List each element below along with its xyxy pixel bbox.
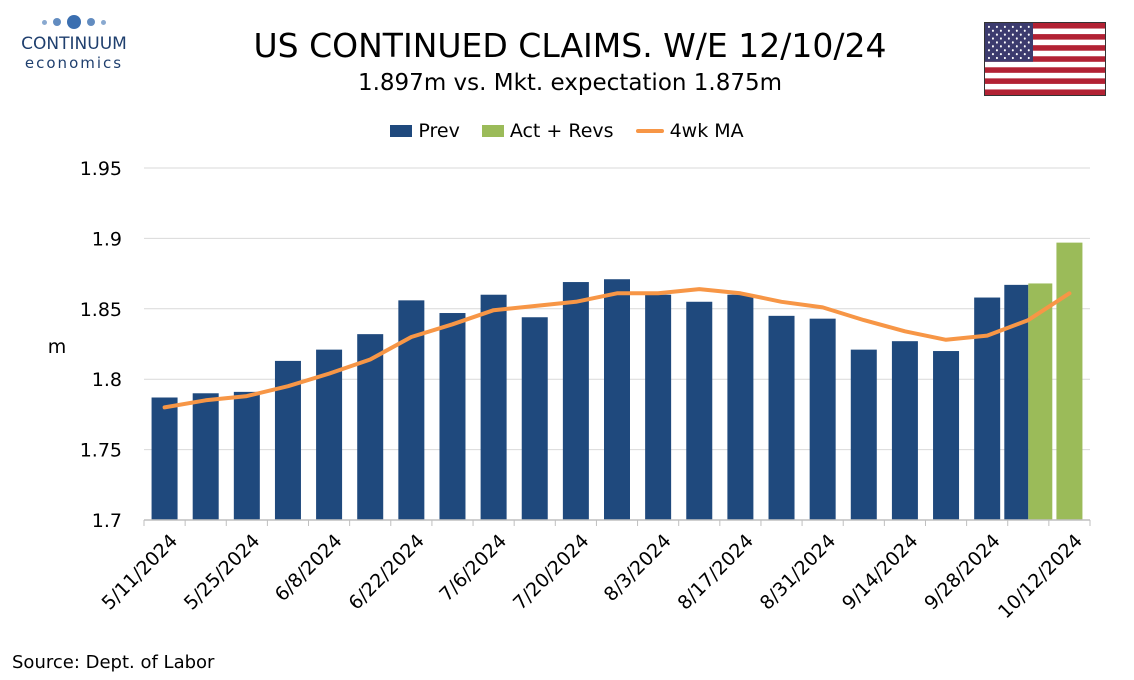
us-flag-icon: [984, 22, 1106, 96]
x-tick-label: 6/8/2024: [271, 530, 347, 606]
bar-prev: [686, 301, 713, 520]
legend-label-act: Act + Revs: [509, 120, 614, 142]
x-tick-label: 9/14/2024: [838, 530, 922, 614]
logo-name: CONTINUUM: [21, 34, 127, 54]
bar-prev: [480, 294, 507, 520]
logo: CONTINUUM economics: [14, 14, 134, 72]
x-tick-label: 8/31/2024: [756, 530, 840, 614]
bar-prev: [562, 282, 589, 520]
x-tick-label: 8/3/2024: [600, 530, 676, 606]
legend-label-prev: Prev: [418, 120, 460, 142]
chart-subtitle: 1.897m vs. Mkt. expectation 1.875m: [357, 70, 783, 96]
legend-label-ma: 4wk MA: [669, 120, 744, 142]
bar-prev: [809, 318, 836, 520]
bar-prev: [850, 349, 877, 520]
series-line-4wk-ma: [162, 287, 1072, 410]
legend-swatch-act: [481, 125, 504, 137]
x-tick-label: 8/17/2024: [673, 530, 757, 614]
y-tick-label: 1.75: [80, 440, 122, 462]
y-tick-label: 1.9: [92, 228, 122, 250]
y-tick-label: 1.7: [92, 510, 122, 532]
bar-prev: [891, 341, 918, 520]
bar-prev: [151, 397, 178, 520]
legend-item-ma: 4wk MA: [635, 120, 744, 142]
y-tick-label: 1.8: [92, 369, 122, 391]
y-tick-label: 1.95: [80, 158, 122, 180]
legend: Prev Act + Revs 4wk MA: [0, 120, 1134, 142]
bar-prev: [192, 393, 219, 520]
x-tick-label: 7/6/2024: [435, 530, 511, 606]
legend-swatch-prev: [390, 125, 413, 137]
x-tick-label: 10/12/2024: [994, 530, 1087, 623]
source-note: Source: Dept. of Labor: [12, 652, 215, 673]
y-tick-label: 1.85: [80, 299, 122, 321]
bar-prev: [439, 313, 466, 520]
bar-prev: [233, 391, 260, 520]
bar-prev: [727, 294, 754, 520]
bar-prev: [768, 315, 795, 520]
legend-item-act: Act + Revs: [481, 120, 614, 142]
chart-title: US CONTINUED CLAIMS. W/E 12/10/24: [253, 26, 887, 65]
x-tick-label: 5/11/2024: [98, 530, 182, 614]
x-tick-label: 7/20/2024: [509, 530, 593, 614]
x-tick-label: 6/22/2024: [344, 530, 428, 614]
bar-prev: [604, 279, 630, 520]
bar-act: [1056, 242, 1083, 520]
bar-prev: [645, 294, 672, 520]
legend-item-prev: Prev: [390, 120, 460, 142]
legend-swatch-ma: [635, 129, 664, 133]
x-tick-label: 5/25/2024: [180, 530, 264, 614]
bar-prev: [933, 351, 960, 520]
bar-act: [1028, 283, 1053, 520]
x-tick-label: 9/28/2024: [920, 530, 1004, 614]
logo-dots-icon: [14, 14, 134, 30]
bar-prev: [521, 317, 548, 520]
logo-sub: economics: [24, 54, 124, 72]
bar-prev: [357, 334, 384, 520]
chart-plot: 1.95 1.9 1.85 1.8 1.75 1.7 m 5/11/20245/25/2024…: [48, 158, 1091, 623]
y-axis-label: m: [48, 336, 67, 358]
